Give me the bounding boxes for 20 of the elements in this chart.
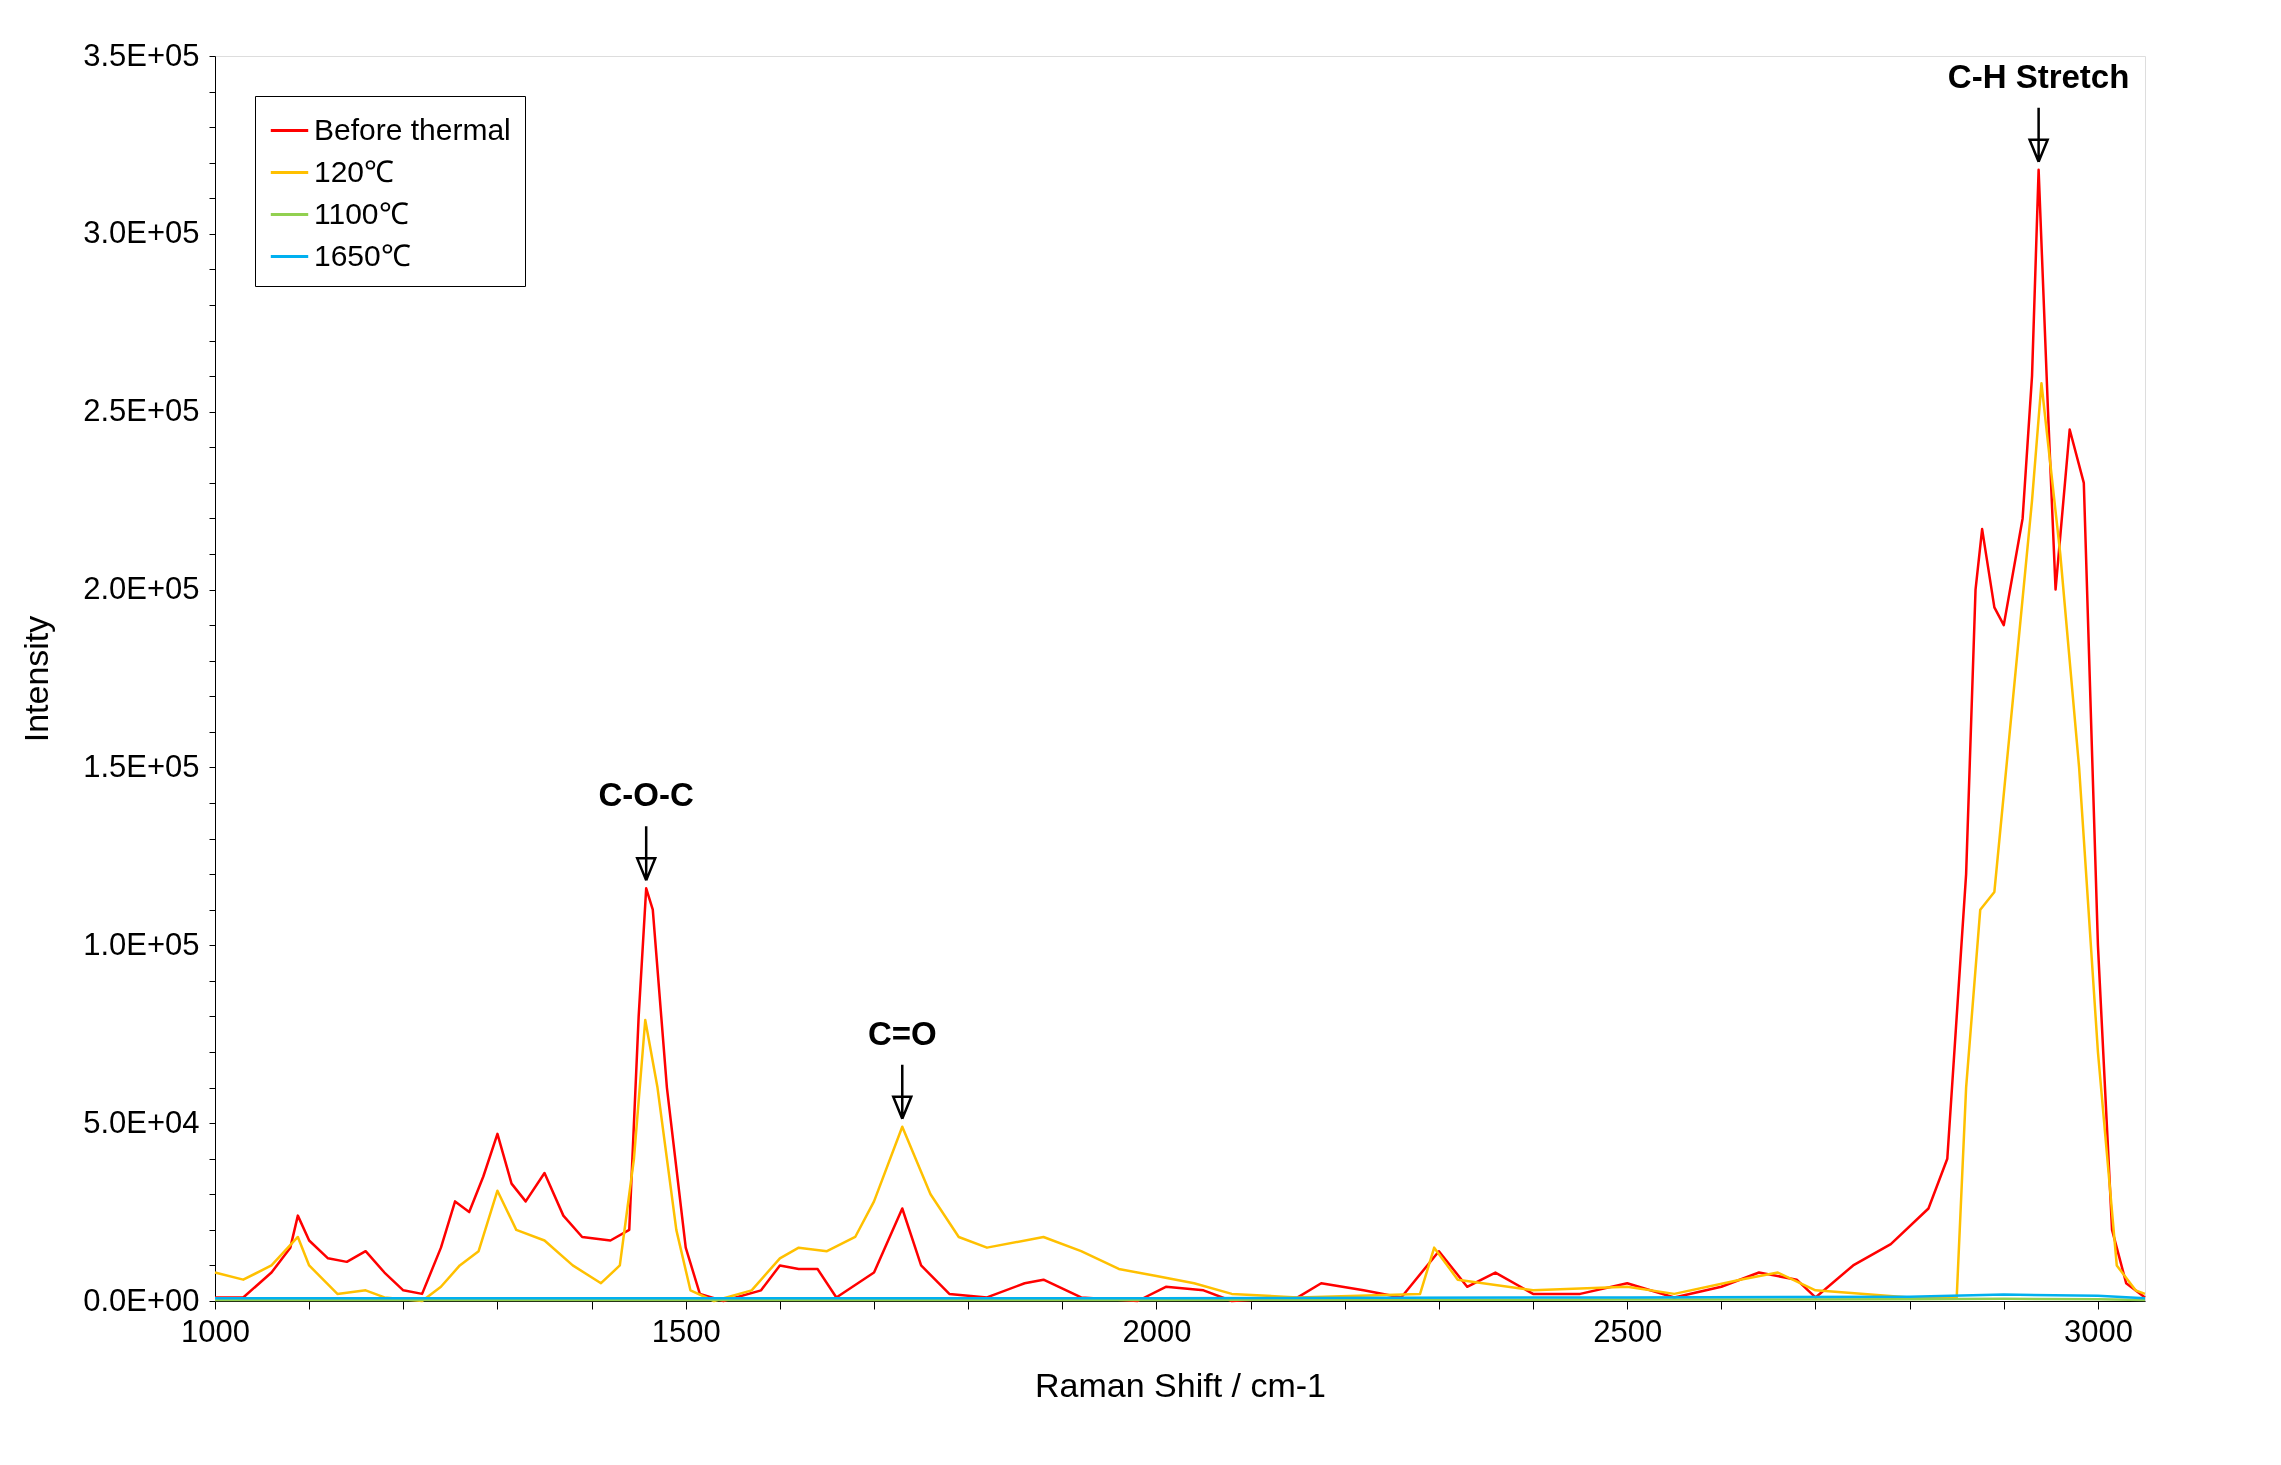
x-tick-label: 2500 bbox=[1593, 1313, 1663, 1349]
legend-label: 1650℃ bbox=[314, 238, 411, 272]
y-tick-label: 3.0E+05 bbox=[83, 215, 200, 251]
y-tick-label: 3.5E+05 bbox=[83, 37, 200, 73]
legend-label: Before thermal bbox=[314, 112, 511, 146]
legend-label: 1100℃ bbox=[314, 196, 409, 230]
y-axis-title: Intensity bbox=[17, 615, 56, 743]
annotation: C=O bbox=[867, 1014, 937, 1052]
x-axis-title: Raman Shift / cm-1 bbox=[1035, 1365, 1326, 1404]
y-tick-label: 5.0E+04 bbox=[83, 1104, 200, 1140]
x-tick-label: 2000 bbox=[1122, 1313, 1192, 1349]
annotation: C-H Stretch bbox=[1947, 57, 2130, 95]
y-tick-label: 2.5E+05 bbox=[83, 393, 200, 429]
annotation: C-O-C bbox=[598, 776, 694, 814]
x-tick-label: 3000 bbox=[2063, 1313, 2133, 1349]
y-tick-label: 2.0E+05 bbox=[83, 571, 200, 607]
y-tick-label: 1.5E+05 bbox=[83, 748, 200, 784]
legend-label: 120℃ bbox=[314, 154, 395, 188]
y-tick-label: 1.0E+05 bbox=[83, 926, 200, 962]
x-tick-label: 1500 bbox=[651, 1313, 721, 1349]
